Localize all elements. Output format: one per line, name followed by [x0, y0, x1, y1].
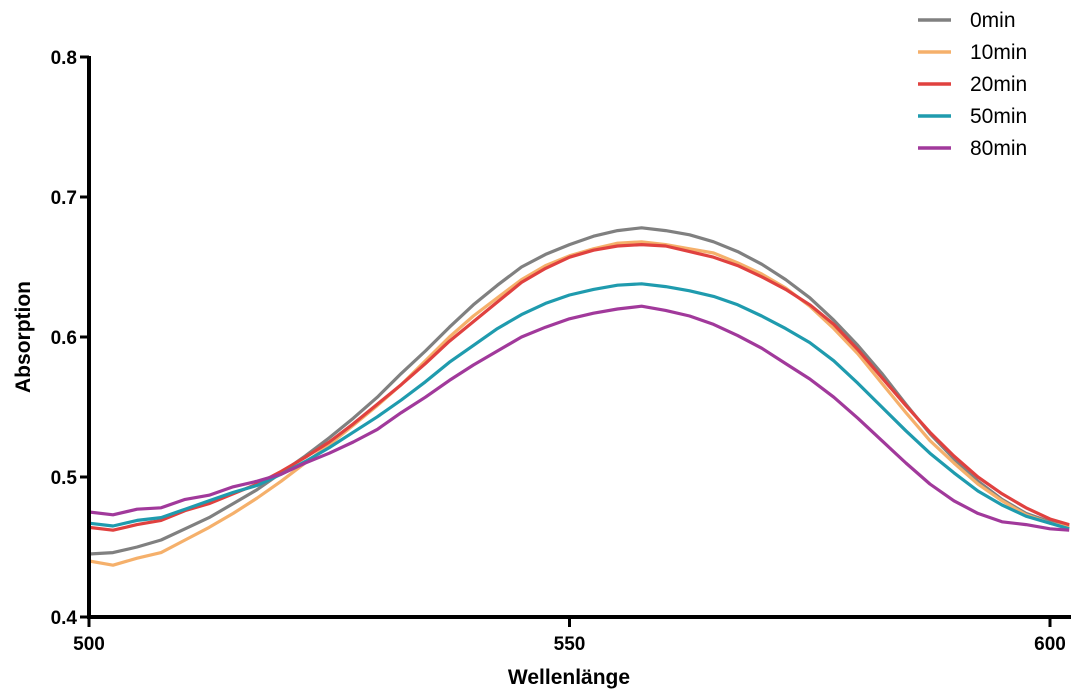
legend-label-0min: 0min: [970, 9, 1016, 32]
x-tick-label: 550: [554, 634, 586, 655]
axes-layer: [87, 56, 1071, 619]
x-axis-title: Wellenlänge: [508, 666, 630, 689]
legend-label-20min: 20min: [970, 73, 1027, 96]
series-line-80min: [89, 304, 1070, 532]
y-tick-label: 0.8: [51, 48, 77, 69]
y-tick-label: 0.6: [51, 328, 77, 349]
legend-label-50min: 50min: [970, 105, 1027, 128]
series-line-0min: [89, 226, 1070, 556]
legend: 0min 10min 20min 50min 80min: [918, 9, 1027, 160]
legend-label-80min: 80min: [970, 137, 1027, 160]
y-tick-label: 0.7: [51, 188, 77, 209]
y-tick-label: 0.5: [51, 468, 78, 489]
legend-label-10min: 10min: [970, 41, 1027, 64]
series-line-10min: [89, 240, 1070, 567]
x-tick-label: 500: [73, 634, 105, 655]
ticks-layer: 0.4 0.5 0.6 0.7 0.8 500 550 600: [51, 48, 1066, 655]
x-tick-label: 600: [1034, 634, 1066, 655]
y-tick-label: 0.4: [51, 608, 78, 629]
series-layer: [89, 226, 1070, 567]
series-line-50min: [89, 282, 1070, 531]
y-axis-title: Absorption: [12, 281, 35, 393]
